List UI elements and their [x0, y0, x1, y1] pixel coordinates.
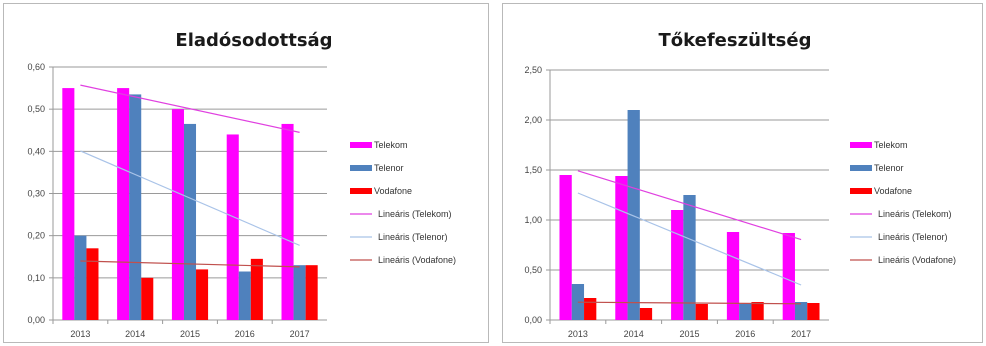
legend-label: Lineáris (Telekom): [378, 209, 452, 219]
legend-swatch-telenor: [850, 165, 872, 171]
bar-telenor: [183, 123, 197, 320]
x-tick-label: 2014: [624, 329, 644, 339]
bar-telenor: [794, 302, 808, 320]
chart-capital-tension: Tőkefeszültség 0,00 0,50 1,00 1,50 2,00 2,50 20…: [524, 30, 956, 339]
trendline-telenor: [80, 150, 300, 246]
x-tick-label: 2015: [679, 329, 699, 339]
legend-swatch-vodafone: [350, 188, 372, 194]
bar-telenor: [571, 284, 585, 320]
bar-vodafone: [86, 248, 99, 320]
y-tick-label: 1,50: [524, 165, 542, 175]
bar-telenor: [683, 195, 696, 320]
legend-label: Telenor: [374, 163, 404, 173]
bar-vodafone: [807, 303, 820, 320]
legend-swatch-vodafone: [850, 188, 872, 194]
y-tick-label: 0,60: [27, 62, 45, 72]
bar-telekom: [62, 88, 75, 320]
bar-telekom: [117, 88, 130, 320]
bar-telekom: [281, 123, 294, 320]
bar-vodafone: [639, 308, 653, 320]
legend-label: Lineáris (Telekom): [878, 209, 952, 219]
y-tick-label: 0,00: [27, 315, 45, 325]
bar-telekom: [726, 232, 740, 320]
x-tick-label: 2015: [180, 329, 200, 339]
y-tick-label: 0,50: [27, 104, 45, 114]
bar-telekom: [559, 175, 572, 320]
legend-swatch-telekom: [850, 142, 872, 148]
legend-label: Telenor: [874, 163, 904, 173]
legend-swatch-telekom: [350, 142, 372, 148]
bar-telekom: [782, 233, 795, 320]
y-tick-label: 2,00: [524, 115, 542, 125]
y-tick-label: 0,40: [27, 146, 45, 156]
chart-panel-capital: Tőkefeszültség 0,00 0,50 1,00 1,50 2,00 2,50 20…: [502, 3, 983, 343]
y-tick-label: 0,50: [524, 265, 542, 275]
legend-label: Telekom: [874, 140, 908, 150]
legend-label: Lineáris (Telenor): [378, 232, 448, 242]
y-tick-label: 2,50: [524, 65, 542, 75]
y-tick-label: 0,30: [27, 189, 45, 199]
legend-swatch-telenor: [350, 165, 372, 171]
chart-title: Eladósodottság: [175, 30, 332, 51]
x-tick-label: 2016: [735, 329, 755, 339]
bar-telenor: [293, 265, 306, 320]
bar-telenor: [74, 235, 87, 320]
bar-vodafone: [141, 277, 154, 320]
x-tick-label: 2016: [235, 329, 255, 339]
bar-telekom: [615, 176, 628, 320]
trendline-telenor: [577, 192, 802, 286]
trendline-vodafone: [80, 260, 300, 268]
bar-telenor: [739, 304, 752, 320]
bar-telekom: [671, 210, 684, 320]
x-tick-label: 2014: [125, 329, 145, 339]
chart-title: Tőkefeszültség: [659, 30, 812, 51]
legend-label: Vodafone: [374, 186, 412, 196]
legend-label: Lineáris (Vodafone): [378, 255, 456, 265]
bar-telenor: [627, 110, 640, 320]
trendline-telekom: [577, 170, 802, 241]
y-tick-label: 1,00: [524, 215, 542, 225]
trendline-vodafone: [577, 301, 802, 305]
bar-vodafone: [305, 265, 318, 320]
y-tick-label: 0,20: [27, 231, 45, 241]
x-tick-label: 2017: [290, 329, 310, 339]
bar-telekom: [226, 134, 239, 320]
bar-telenor: [129, 94, 142, 321]
legend-label: Lineáris (Vodafone): [878, 255, 956, 265]
bar-vodafone: [695, 304, 708, 320]
x-tick-label: 2017: [791, 329, 811, 339]
chart-panel-debt: Eladósodottság 0,00 0,10 0,20 0,30 0,40 0,50 0,…: [3, 3, 489, 343]
bar-vodafone: [250, 258, 263, 320]
bar-vodafone: [584, 298, 597, 320]
legend-label: Vodafone: [874, 186, 912, 196]
y-tick-label: 0,00: [524, 315, 542, 325]
bar-vodafone: [196, 269, 209, 320]
bar-vodafone: [751, 302, 764, 320]
x-tick-label: 2013: [70, 329, 90, 339]
bar-telenor: [238, 271, 251, 320]
y-tick-label: 0,10: [27, 273, 45, 283]
trendline-telekom: [80, 84, 300, 133]
chart-debt-ratio: Eladósodottság 0,00 0,10 0,20 0,30 0,40 0,50 0,…: [27, 30, 456, 339]
legend-label: Telekom: [374, 140, 408, 150]
legend-label: Lineáris (Telenor): [878, 232, 948, 242]
bar-telekom: [171, 109, 184, 321]
x-tick-label: 2013: [568, 329, 588, 339]
